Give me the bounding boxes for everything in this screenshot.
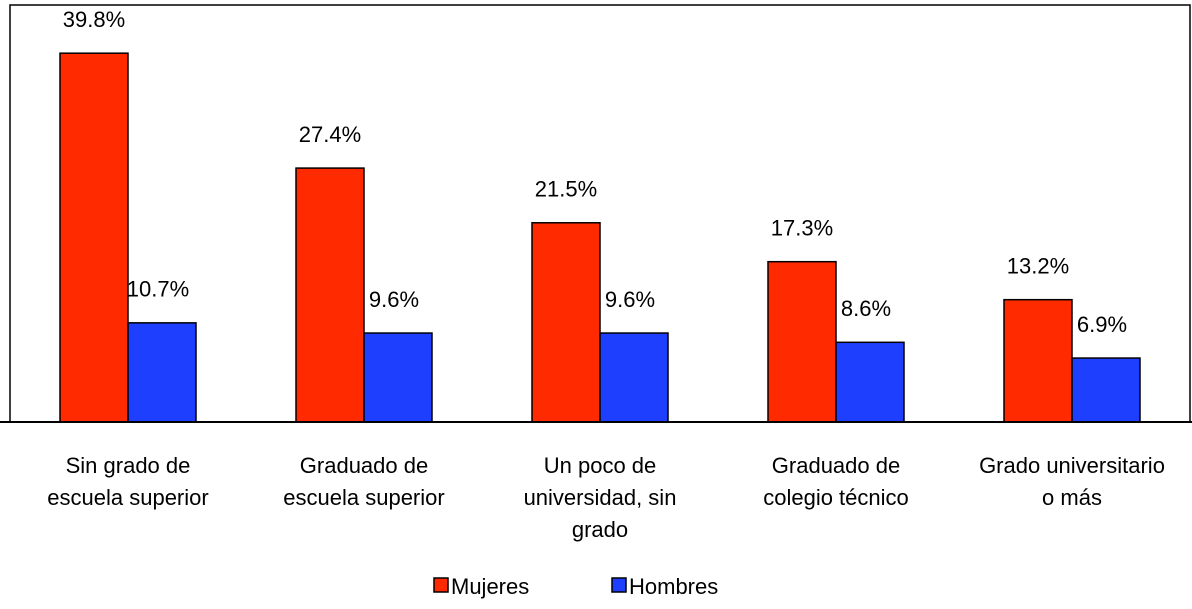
data-label: 6.9% (1077, 312, 1127, 337)
legend-swatch (433, 577, 449, 593)
x-tick-label: Sin grado de escuela superior (47, 453, 209, 510)
bar (599, 332, 669, 423)
bar (1071, 357, 1141, 423)
data-label: 9.6% (605, 287, 655, 312)
bar (531, 222, 601, 423)
data-label: 39.8% (63, 7, 125, 32)
x-tick-label: Graduado de colegio técnico (763, 453, 909, 510)
legend-label: Mujeres (451, 574, 529, 599)
data-label: 17.3% (771, 215, 833, 240)
bar (767, 260, 837, 423)
data-label: 8.6% (841, 296, 891, 321)
data-label: 27.4% (299, 122, 361, 147)
x-tick-label: Graduado de escuela superior (283, 453, 445, 510)
bar (1003, 298, 1073, 423)
bar (59, 52, 129, 423)
data-label: 21.5% (535, 177, 597, 202)
data-label: 13.2% (1007, 253, 1069, 278)
x-tick-label: Un poco de universidad, sin grado (523, 453, 677, 542)
bar (295, 167, 365, 423)
bar (835, 341, 905, 423)
bar (127, 322, 197, 423)
data-label: 10.7% (127, 277, 189, 302)
bar (363, 332, 433, 423)
legend-swatch (611, 577, 627, 593)
legend-label: Hombres (629, 574, 718, 599)
x-tick-label: Grado universitario o más (979, 453, 1165, 510)
data-label: 9.6% (369, 287, 419, 312)
